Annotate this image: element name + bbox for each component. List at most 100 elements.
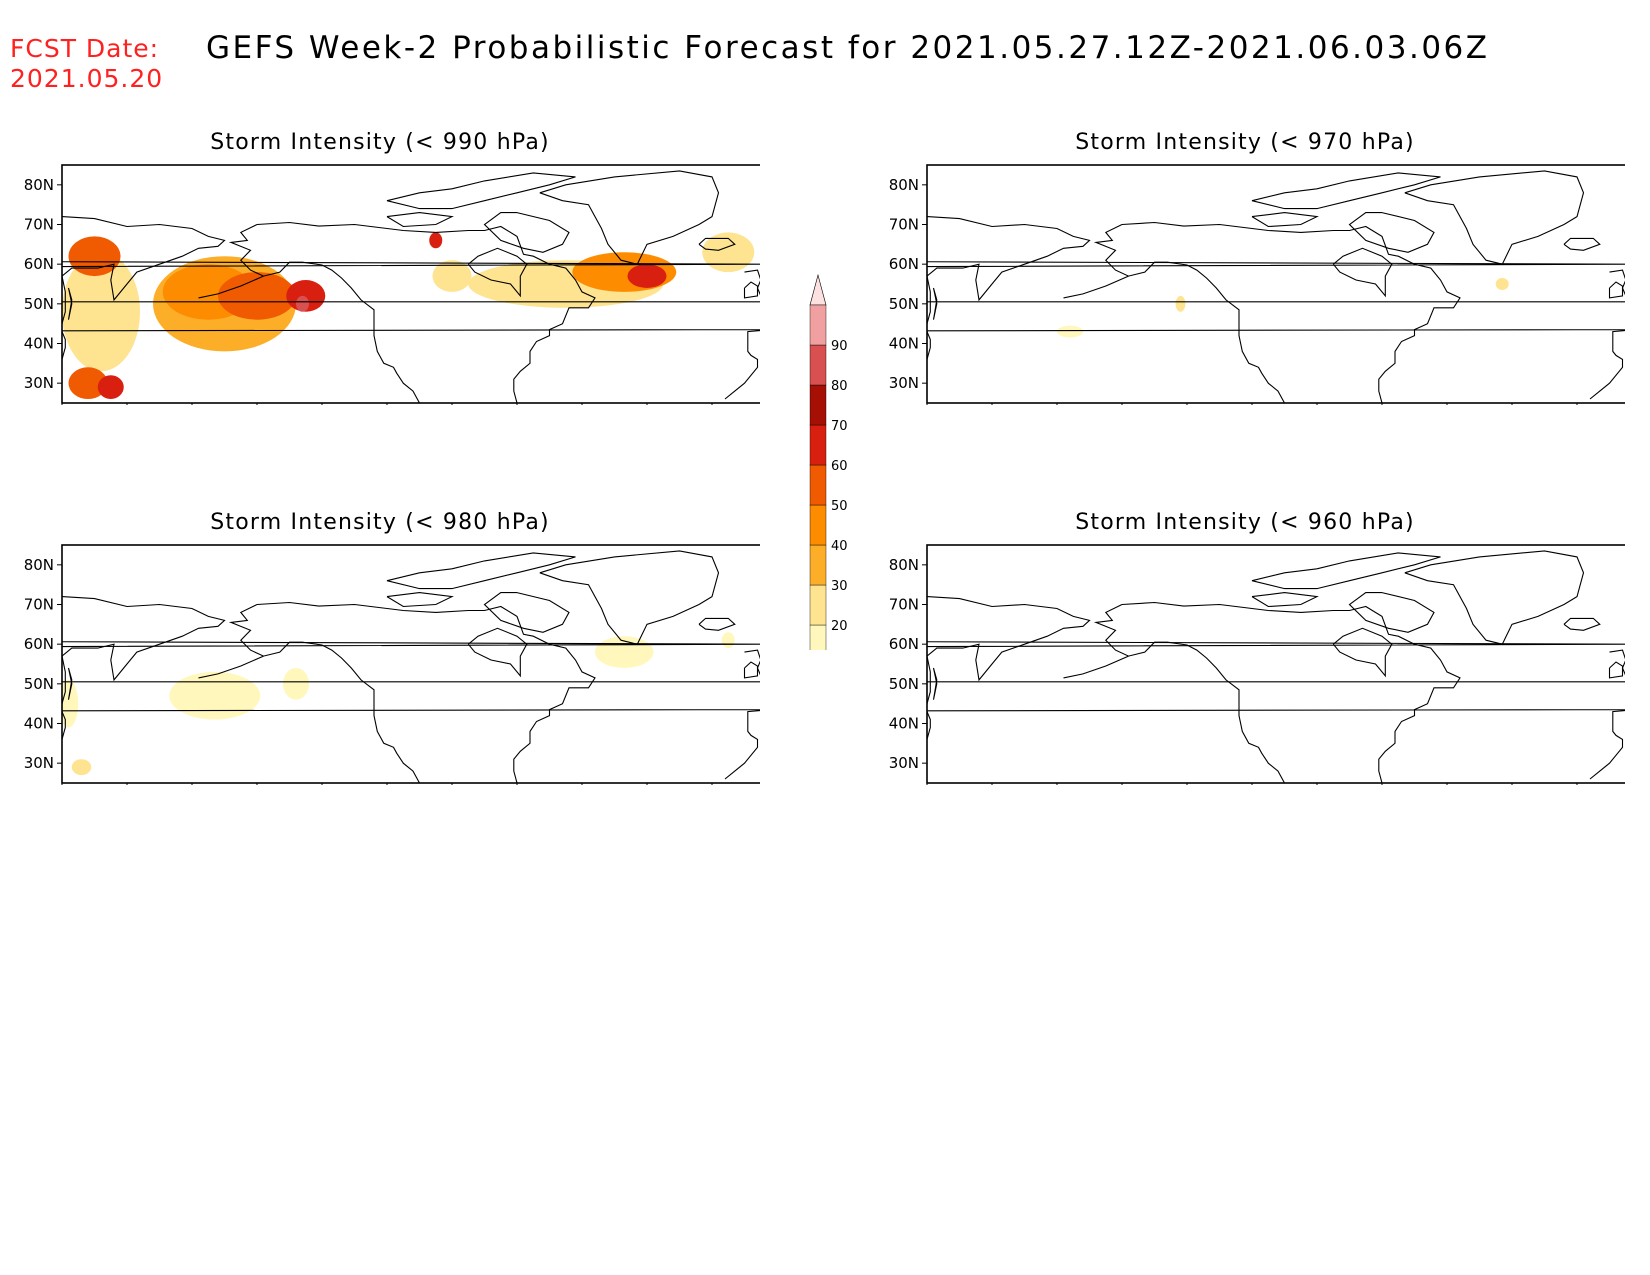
probability-field <box>1057 278 1509 338</box>
probability-area <box>71 759 92 776</box>
page-title: GEFS Week-2 Probabilistic Forecast for 2… <box>206 30 1490 66</box>
coastline <box>927 596 1091 704</box>
lat-tick-label: 80N <box>24 556 54 574</box>
coastline <box>1121 221 1461 403</box>
coastlines <box>927 550 1625 783</box>
coastline <box>1348 212 1435 253</box>
lat-tick-label: 50N <box>24 675 54 693</box>
coastline <box>927 216 1091 324</box>
coastline <box>932 287 938 320</box>
coastline <box>1251 552 1441 590</box>
colorbar-label: 90 <box>831 339 848 354</box>
probability-area <box>721 632 735 649</box>
panel-title-990: Storm Intensity (< 990 hPa) <box>210 130 550 155</box>
coastline <box>1332 247 1393 298</box>
coastline <box>467 627 528 678</box>
coastline <box>386 212 454 228</box>
coastline <box>927 711 931 744</box>
lat-tick-label: 70N <box>24 596 54 614</box>
coastline <box>483 212 570 253</box>
probability-area <box>627 264 667 288</box>
coastline <box>1093 604 1285 783</box>
map-frame <box>926 544 1625 784</box>
panel-title-970: Storm Intensity (< 970 hPa) <box>1075 130 1415 155</box>
coastline <box>539 550 720 645</box>
map-panel-990: Storm Intensity (< 990 hPa) 140E160E1801… <box>0 130 760 405</box>
lat-tick-label: 30N <box>889 754 919 772</box>
lat-tick-label: 40N <box>889 715 919 733</box>
coastline <box>1251 212 1319 228</box>
coastline <box>927 329 1625 400</box>
probability-area <box>432 260 472 292</box>
lat-tick-label: 60N <box>889 255 919 273</box>
coastline <box>62 331 66 364</box>
probability-area <box>1175 295 1186 312</box>
coastline <box>483 592 570 633</box>
coastline <box>698 617 736 631</box>
colorbar-cap-top <box>809 273 827 306</box>
probability-area <box>62 252 140 372</box>
colorbar-label: 70 <box>831 419 848 434</box>
map-panel-970: Storm Intensity (< 970 hPa) 140E160E1801… <box>865 130 1625 405</box>
lat-tick-label: 70N <box>889 596 919 614</box>
probability-area <box>283 667 309 700</box>
coastline <box>1251 592 1319 608</box>
lat-tick-label: 30N <box>24 374 54 392</box>
panel-title-960: Storm Intensity (< 960 hPa) <box>1075 510 1415 535</box>
coastline <box>1063 275 1129 299</box>
coastline <box>256 221 596 403</box>
coastline <box>743 281 759 299</box>
coastline <box>927 709 1625 780</box>
probability-field <box>62 232 755 400</box>
coastline <box>62 329 760 400</box>
coastline <box>228 224 420 403</box>
colorbar-label: 30 <box>831 579 848 594</box>
probability-area <box>68 367 108 400</box>
colorbar-swatch <box>809 544 827 586</box>
colorbar-label: 60 <box>831 459 848 474</box>
forecast-date-value: 2021.05.20 <box>10 64 164 93</box>
coastline <box>67 287 73 320</box>
coastline <box>386 592 454 608</box>
colorbar-swatch <box>809 424 827 466</box>
coastline <box>467 247 528 298</box>
map-990: 140E160E180160W140W120W100W80W60W40W20W0… <box>24 164 760 405</box>
coastline <box>1608 661 1624 679</box>
coastline <box>1563 617 1601 631</box>
colorbar-label: 20 <box>831 619 848 634</box>
probability-area <box>1057 325 1083 338</box>
coastline <box>1608 281 1624 299</box>
coastlines <box>927 170 1625 403</box>
colorbar-label: 80 <box>831 379 848 394</box>
probability-area <box>1495 278 1509 290</box>
coastline <box>62 596 226 704</box>
colorbar-swatch <box>809 384 827 426</box>
coastline <box>698 237 736 251</box>
colorbar-swatch <box>809 504 827 546</box>
coastlines <box>62 550 760 783</box>
probability-area <box>296 295 309 312</box>
colorbar-swatch <box>809 304 827 346</box>
probability-colorbar: 102030405060708090 <box>809 273 848 650</box>
lat-tick-label: 40N <box>24 335 54 353</box>
coastline <box>256 601 596 783</box>
panel-title-980: Storm Intensity (< 980 hPa) <box>210 510 550 535</box>
lat-tick-label: 50N <box>889 295 919 313</box>
lat-tick-label: 80N <box>889 176 919 194</box>
probability-area <box>218 272 296 320</box>
lat-tick-label: 60N <box>24 635 54 653</box>
probability-area <box>97 375 124 400</box>
colorbar-swatch <box>809 624 827 650</box>
map-panel-980: Storm Intensity (< 980 hPa) 140E160E1801… <box>0 510 760 785</box>
map-frame <box>926 164 1625 404</box>
colorbar-swatch <box>809 584 827 626</box>
coastline <box>1063 655 1129 679</box>
coastline <box>62 709 760 780</box>
forecast-date-block: FCST Date: 2021.05.20 <box>10 34 163 94</box>
lat-tick-label: 60N <box>889 635 919 653</box>
coastline <box>1404 170 1585 265</box>
lat-tick-label: 60N <box>24 255 54 273</box>
coastline <box>67 667 73 700</box>
coastline <box>1251 172 1441 210</box>
colorbar-label: 40 <box>831 539 848 554</box>
